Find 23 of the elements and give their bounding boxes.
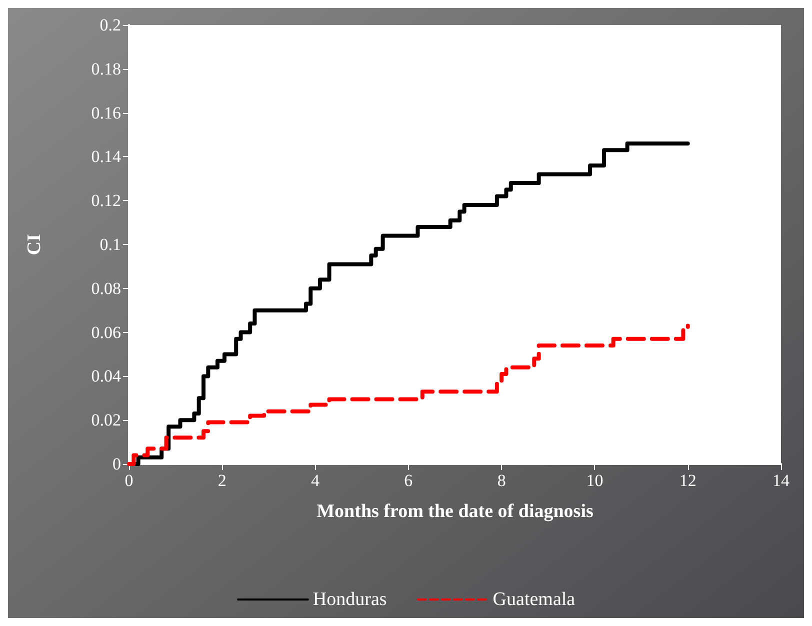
y-tick-label: 0.04: [91, 366, 122, 386]
y-tick-label: 0: [112, 454, 121, 474]
x-tick-label: 0: [124, 471, 134, 490]
y-tick-label: 0.18: [91, 59, 121, 78]
x-tick-label: 10: [586, 471, 604, 490]
x-tick-label: 8: [497, 471, 506, 490]
x-tick-label: 6: [404, 471, 413, 490]
x-tick-label: 2: [218, 471, 226, 490]
y-tick-label: 0.06: [91, 322, 121, 342]
y-tick-label: 0.16: [91, 103, 121, 122]
y-tick-label: 0.2: [100, 16, 121, 34]
x-tick-label: 12: [679, 471, 696, 490]
legend-label: Guatemala: [492, 589, 576, 610]
x-axis-title: Months from the date of diagnosis: [316, 501, 594, 522]
y-tick-label: 0.14: [91, 147, 122, 166]
x-tick-label: 4: [311, 471, 320, 490]
x-tick-label: 14: [772, 471, 790, 490]
y-axis-title: CI: [24, 234, 45, 256]
y-tick-label: 0.1: [100, 235, 121, 254]
legend-label: Honduras: [312, 589, 387, 610]
y-tick-label: 0.12: [91, 191, 121, 210]
y-tick-label: 0.02: [91, 410, 121, 430]
y-tick-label: 0.08: [91, 278, 121, 298]
